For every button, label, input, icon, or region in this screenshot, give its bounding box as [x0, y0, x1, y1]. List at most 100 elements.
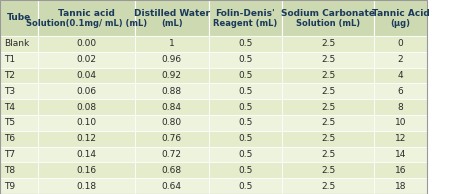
- Text: 0.5: 0.5: [238, 118, 253, 127]
- Text: 0.84: 0.84: [162, 103, 182, 112]
- Bar: [282, 147, 374, 162]
- Bar: [209, 99, 282, 115]
- Bar: [38, 131, 135, 147]
- Bar: [282, 162, 374, 178]
- Text: 0.00: 0.00: [76, 39, 97, 48]
- Text: (mL): (mL): [161, 19, 182, 28]
- Text: 2.5: 2.5: [321, 55, 336, 64]
- Bar: [282, 178, 374, 194]
- Bar: [374, 147, 427, 162]
- Bar: [282, 52, 374, 68]
- Text: Blank: Blank: [4, 39, 29, 48]
- Bar: [282, 0, 374, 36]
- Text: Tube: Tube: [7, 13, 31, 23]
- Text: 0.02: 0.02: [76, 55, 97, 64]
- Text: 0.5: 0.5: [238, 150, 253, 159]
- Text: 12: 12: [395, 134, 406, 143]
- Text: 0.08: 0.08: [76, 103, 97, 112]
- Bar: [38, 147, 135, 162]
- Bar: [135, 83, 209, 99]
- Text: T9: T9: [4, 182, 15, 191]
- Text: 0: 0: [398, 39, 403, 48]
- Bar: [135, 68, 209, 83]
- Text: T8: T8: [4, 166, 15, 175]
- Text: 2.5: 2.5: [321, 103, 336, 112]
- Bar: [374, 178, 427, 194]
- Text: 0.5: 0.5: [238, 166, 253, 175]
- Text: 0.5: 0.5: [238, 71, 253, 80]
- Text: Sodium Carbonate: Sodium Carbonate: [281, 9, 375, 18]
- Bar: [38, 52, 135, 68]
- Bar: [0, 99, 38, 115]
- Text: 4: 4: [398, 71, 403, 80]
- Bar: [374, 83, 427, 99]
- Text: T7: T7: [4, 150, 15, 159]
- Text: 2.5: 2.5: [321, 71, 336, 80]
- Bar: [135, 115, 209, 131]
- Bar: [374, 68, 427, 83]
- Bar: [0, 162, 38, 178]
- Bar: [135, 147, 209, 162]
- Text: 10: 10: [395, 118, 406, 127]
- Bar: [282, 99, 374, 115]
- Bar: [374, 99, 427, 115]
- Text: Distilled Water: Distilled Water: [134, 9, 210, 18]
- Text: 1: 1: [169, 39, 175, 48]
- Bar: [0, 52, 38, 68]
- Bar: [209, 83, 282, 99]
- Text: 0.06: 0.06: [76, 87, 97, 96]
- Text: Solution(0.1mg/ mL) (mL): Solution(0.1mg/ mL) (mL): [26, 19, 147, 28]
- Bar: [374, 115, 427, 131]
- Text: 0.04: 0.04: [76, 71, 97, 80]
- Bar: [38, 178, 135, 194]
- Text: 0.5: 0.5: [238, 182, 253, 191]
- Bar: [38, 36, 135, 52]
- Text: T4: T4: [4, 103, 15, 112]
- Bar: [282, 68, 374, 83]
- Text: 0.5: 0.5: [238, 39, 253, 48]
- Bar: [374, 162, 427, 178]
- Bar: [0, 36, 38, 52]
- Bar: [209, 68, 282, 83]
- Text: Tannic Acid: Tannic Acid: [372, 9, 429, 18]
- Text: 6: 6: [398, 87, 403, 96]
- Bar: [0, 68, 38, 83]
- Text: 2.5: 2.5: [321, 87, 336, 96]
- Text: 2.5: 2.5: [321, 134, 336, 143]
- Text: 0.64: 0.64: [162, 182, 182, 191]
- Bar: [209, 0, 282, 36]
- Text: 8: 8: [398, 103, 403, 112]
- Text: Folin-Denis': Folin-Denis': [215, 9, 275, 18]
- Bar: [135, 162, 209, 178]
- Text: T6: T6: [4, 134, 15, 143]
- Text: 14: 14: [395, 150, 406, 159]
- Text: 0.12: 0.12: [76, 134, 97, 143]
- Bar: [209, 178, 282, 194]
- Text: 2.5: 2.5: [321, 39, 336, 48]
- Text: 2.5: 2.5: [321, 150, 336, 159]
- Text: 0.80: 0.80: [162, 118, 182, 127]
- Bar: [38, 83, 135, 99]
- Bar: [374, 0, 427, 36]
- Bar: [38, 162, 135, 178]
- Bar: [282, 83, 374, 99]
- Text: T1: T1: [4, 55, 15, 64]
- Bar: [38, 68, 135, 83]
- Bar: [209, 115, 282, 131]
- Bar: [209, 36, 282, 52]
- Bar: [209, 131, 282, 147]
- Bar: [374, 36, 427, 52]
- Text: 2.5: 2.5: [321, 182, 336, 191]
- Text: 0.88: 0.88: [162, 87, 182, 96]
- Bar: [38, 0, 135, 36]
- Text: 0.5: 0.5: [238, 55, 253, 64]
- Text: T2: T2: [4, 71, 15, 80]
- Text: 16: 16: [395, 166, 406, 175]
- Text: 18: 18: [395, 182, 406, 191]
- Bar: [0, 0, 38, 36]
- Bar: [374, 52, 427, 68]
- Bar: [135, 36, 209, 52]
- Bar: [282, 115, 374, 131]
- Text: 0.5: 0.5: [238, 134, 253, 143]
- Bar: [135, 52, 209, 68]
